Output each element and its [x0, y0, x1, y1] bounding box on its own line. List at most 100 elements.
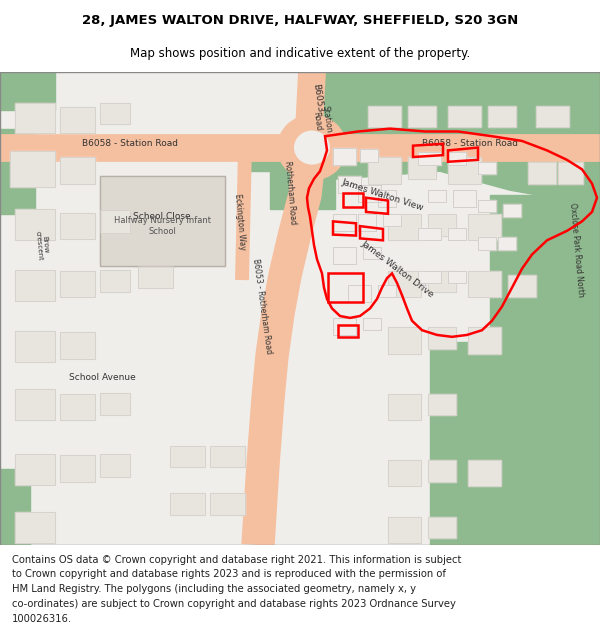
Bar	[498, 238, 516, 250]
Bar	[453, 190, 476, 208]
Bar	[60, 394, 95, 420]
Bar	[138, 266, 173, 288]
Bar	[448, 152, 466, 164]
Text: James Walton Drive: James Walton Drive	[359, 239, 435, 299]
Bar	[558, 162, 583, 184]
Bar	[498, 238, 516, 250]
Bar	[428, 460, 456, 482]
Text: Eckington Way: Eckington Way	[233, 192, 247, 250]
Bar	[478, 162, 496, 174]
Bar	[388, 394, 421, 420]
Polygon shape	[250, 138, 285, 171]
Bar	[368, 157, 401, 184]
Bar	[448, 271, 466, 283]
Text: B6053 - Rotherham Road: B6053 - Rotherham Road	[251, 258, 273, 355]
Bar	[378, 285, 396, 297]
Bar	[468, 460, 501, 486]
Bar	[60, 394, 95, 420]
Bar	[388, 394, 421, 420]
Bar	[368, 157, 401, 184]
Bar	[383, 214, 401, 226]
Bar	[503, 204, 521, 217]
Polygon shape	[0, 469, 30, 545]
Bar	[468, 460, 501, 486]
Text: HM Land Registry. The polygons (including the associated geometry, namely x, y: HM Land Registry. The polygons (includin…	[12, 584, 416, 594]
Polygon shape	[315, 72, 600, 204]
Bar	[448, 271, 466, 283]
Bar	[360, 149, 378, 162]
Bar	[358, 186, 381, 202]
Bar	[60, 455, 95, 482]
Polygon shape	[490, 195, 600, 346]
Bar	[418, 228, 441, 240]
Bar	[536, 106, 569, 127]
Bar	[338, 176, 361, 193]
Bar	[428, 190, 446, 202]
Bar	[333, 318, 356, 335]
Bar	[60, 157, 95, 184]
Bar	[100, 454, 130, 477]
Bar	[428, 394, 456, 416]
Circle shape	[294, 131, 330, 164]
Bar	[333, 148, 356, 164]
Bar	[428, 460, 456, 482]
Bar	[358, 214, 376, 231]
Bar	[333, 148, 356, 164]
Text: Map shows position and indicative extent of the property.: Map shows position and indicative extent…	[130, 48, 470, 61]
Bar	[100, 392, 130, 416]
Bar	[100, 103, 130, 124]
Bar	[338, 176, 361, 193]
Bar	[468, 271, 501, 297]
Bar	[333, 214, 356, 231]
Bar	[428, 190, 446, 202]
Bar	[363, 318, 381, 330]
Bar	[15, 331, 55, 362]
Bar	[100, 269, 130, 292]
Bar	[428, 394, 456, 416]
Bar	[388, 460, 421, 486]
Bar	[448, 152, 466, 164]
Bar	[468, 328, 501, 354]
Bar	[60, 455, 95, 482]
Bar	[388, 271, 421, 297]
Bar	[15, 269, 55, 301]
Bar	[100, 210, 130, 232]
Bar	[378, 190, 396, 208]
Bar	[15, 103, 55, 133]
Bar	[15, 389, 55, 420]
Bar	[478, 199, 496, 212]
Bar	[15, 454, 55, 486]
Bar	[138, 266, 173, 288]
Bar	[383, 214, 401, 226]
Text: B6058 - Station Road: B6058 - Station Road	[422, 139, 518, 148]
Text: Rotherham Road: Rotherham Road	[283, 161, 297, 225]
Text: Oxclose Park Road North: Oxclose Park Road North	[568, 202, 586, 298]
Bar	[448, 157, 481, 184]
Bar	[210, 493, 245, 515]
Bar	[428, 517, 456, 538]
Bar	[378, 285, 396, 297]
Bar	[368, 106, 401, 127]
Bar	[468, 214, 501, 240]
Bar	[528, 162, 556, 184]
Bar	[333, 247, 356, 264]
Bar	[60, 271, 95, 297]
Text: 100026316.: 100026316.	[12, 614, 72, 624]
Bar	[100, 210, 130, 232]
Bar	[468, 328, 501, 354]
Bar	[170, 493, 205, 515]
Bar	[388, 460, 421, 486]
Bar	[358, 214, 376, 231]
Bar	[60, 157, 95, 184]
Bar	[408, 157, 436, 179]
Bar	[348, 285, 371, 302]
Bar	[528, 162, 556, 184]
Bar	[428, 271, 456, 292]
Bar	[170, 446, 205, 468]
Text: Contains OS data © Crown copyright and database right 2021. This information is : Contains OS data © Crown copyright and d…	[12, 554, 461, 564]
Text: 28, JAMES WALTON DRIVE, HALFWAY, SHEFFIELD, S20 3GN: 28, JAMES WALTON DRIVE, HALFWAY, SHEFFIE…	[82, 14, 518, 27]
Bar	[170, 446, 205, 468]
Bar	[388, 271, 421, 297]
Bar	[378, 190, 396, 208]
Bar	[333, 318, 356, 335]
